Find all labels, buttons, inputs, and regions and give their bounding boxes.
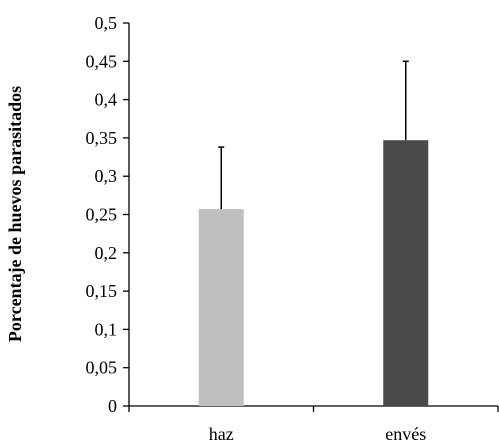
y-tick-label: 0,15 [86, 281, 118, 301]
bar-enves [383, 140, 429, 406]
y-tick-label: 0,2 [95, 243, 118, 263]
y-axis-title: Porcentaje de huevos parasitados [5, 86, 25, 342]
y-tick-label: 0,5 [95, 13, 118, 33]
x-category-label: haz [209, 424, 234, 444]
y-tick-label: 0,25 [86, 205, 118, 225]
y-tick-label: 0,35 [86, 128, 118, 148]
error-bars [218, 60, 409, 210]
x-category-label: envés [385, 424, 426, 444]
x-axis: haz envés [128, 405, 499, 444]
y-tick-label: 0,05 [86, 358, 118, 378]
y-tick-label: 0,3 [95, 166, 118, 186]
y-tick-label: 0,1 [95, 319, 118, 339]
bars [198, 140, 429, 406]
y-tick-label: 0 [108, 396, 117, 416]
y-tick-label: 0,4 [95, 90, 118, 110]
y-tick-label: 0,45 [86, 51, 118, 71]
bar-haz [198, 209, 244, 406]
y-axis: 0 0,05 0,1 0,15 0,2 0,25 0,3 0,35 0,4 0,45 0,5 [86, 13, 130, 416]
